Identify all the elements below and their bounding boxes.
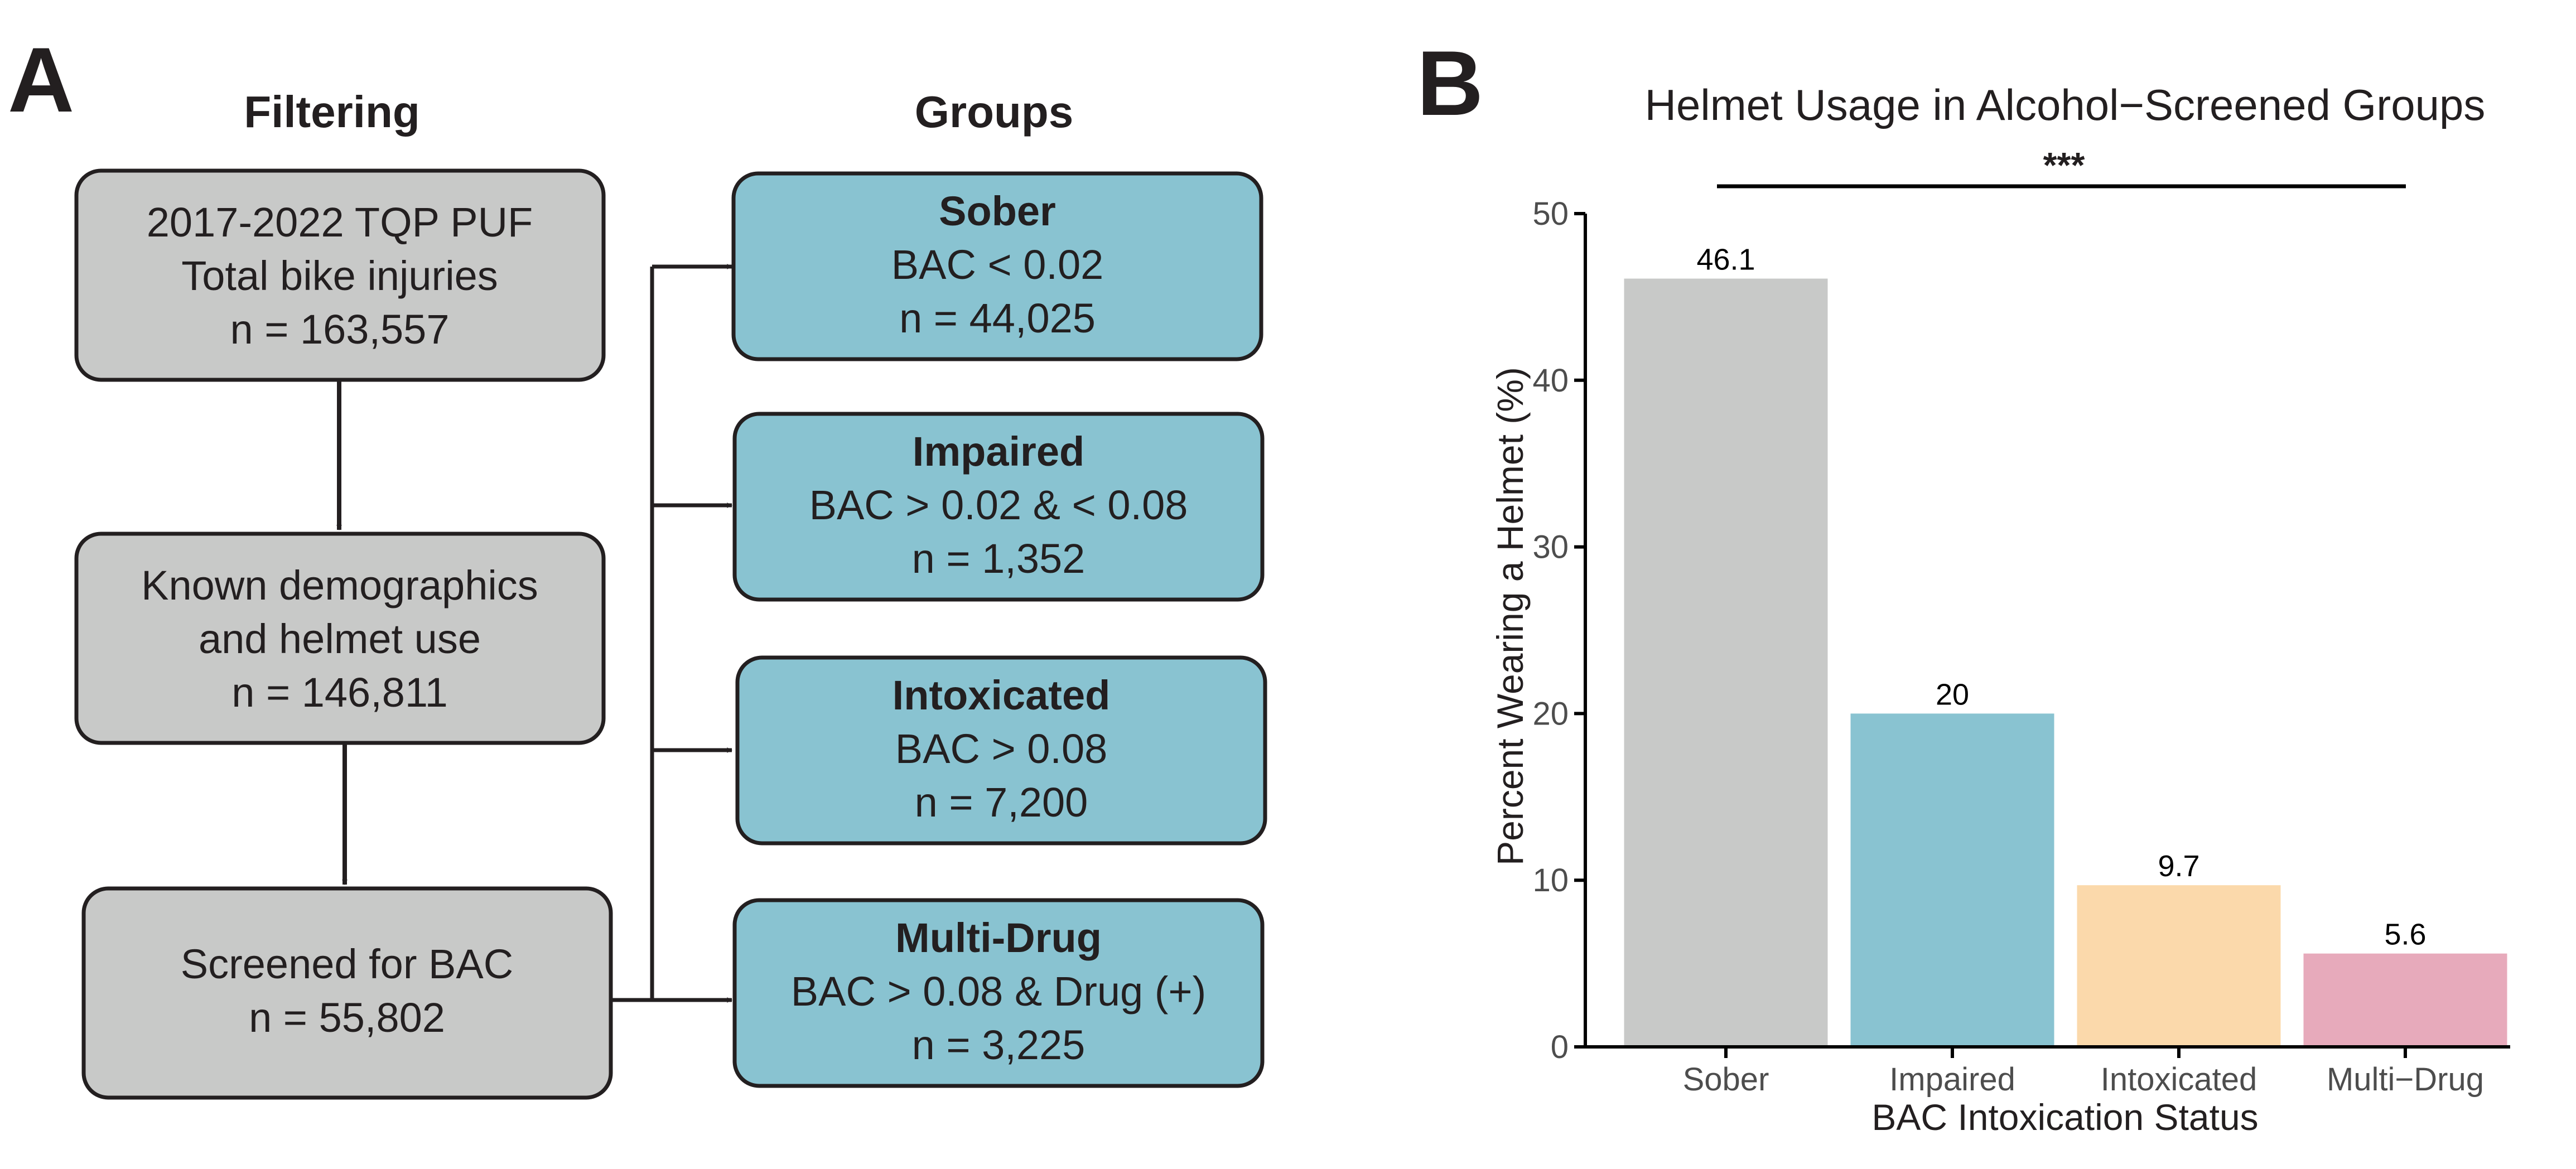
filter-box-total-line2: Total bike injuries xyxy=(181,253,498,299)
x-tick-label-1: Impaired xyxy=(1889,1061,2015,1098)
filter-box-screened xyxy=(81,886,613,1100)
groups-header: Groups xyxy=(915,87,1073,137)
x-tick-label-3: Multi−Drug xyxy=(2327,1061,2484,1098)
group-box-intoxicated-criteria: BAC > 0.08 xyxy=(895,726,1108,772)
bar-value-label-2: 9.7 xyxy=(2158,849,2199,883)
group-box-multidrug-criteria: BAC > 0.08 & Drug (+) xyxy=(791,968,1206,1015)
bar-value-label-0: 46.1 xyxy=(1696,243,1755,277)
x-tick-label-0: Sober xyxy=(1683,1061,1769,1098)
y-tick-label-1: 10 xyxy=(1532,862,1569,899)
group-box-impaired-criteria: BAC > 0.02 & < 0.08 xyxy=(809,482,1188,528)
filter-box-total-line1: 2017-2022 TQP PUF xyxy=(147,199,533,245)
group-box-intoxicated-count: n = 7,200 xyxy=(915,779,1088,825)
bar-2 xyxy=(2077,885,2281,1047)
group-box-impaired-count: n = 1,352 xyxy=(912,535,1086,582)
y-tick-label-5: 50 xyxy=(1532,196,1569,232)
filter-box-screened-line1: Screened for BAC xyxy=(181,941,513,987)
group-box-sober-title: Sober xyxy=(939,188,1056,234)
y-tick-label-4: 40 xyxy=(1532,363,1569,399)
bar-0 xyxy=(1624,278,1828,1047)
bars-group xyxy=(1624,278,2507,1047)
group-box-intoxicated xyxy=(735,655,1267,846)
filtering-header: Filtering xyxy=(244,87,420,137)
group-box-multidrug-title: Multi-Drug xyxy=(895,915,1102,961)
filter-box-known xyxy=(74,532,606,745)
filter-box-known-count: n = 146,811 xyxy=(231,669,448,716)
y-tick-label-3: 30 xyxy=(1532,529,1569,566)
group-box-intoxicated-title: Intoxicated xyxy=(893,672,1111,718)
bar-value-label-3: 5.6 xyxy=(2384,918,2426,951)
y-tick-label-2: 20 xyxy=(1532,695,1569,732)
x-axis-label: BAC Intoxication Status xyxy=(1871,1096,2258,1138)
bar-value-label-1: 20 xyxy=(1936,678,1969,711)
group-box-multidrug xyxy=(732,898,1265,1088)
filter-box-known-line1: Known demographics xyxy=(141,562,538,608)
panel-a-flowchart: A Filtering Groups 2017-2022 TQP PUF Tot… xyxy=(8,28,1267,1100)
filter-box-screened-count: n = 55,802 xyxy=(249,994,445,1041)
significance-stars: *** xyxy=(2043,145,2085,185)
panel-b-chart: B Helmet Usage in Alcohol−Screened Group… xyxy=(1417,32,2510,1138)
group-box-multidrug-count: n = 3,225 xyxy=(912,1022,1086,1068)
group-box-sober-count: n = 44,025 xyxy=(899,295,1096,341)
y-tick-label-0: 0 xyxy=(1551,1029,1569,1065)
group-box-impaired-title: Impaired xyxy=(913,428,1084,475)
panel-b-label: B xyxy=(1417,32,1483,134)
filter-box-known-line2: and helmet use xyxy=(199,616,481,662)
bar-1 xyxy=(1850,713,2054,1047)
bar-3 xyxy=(2303,953,2507,1047)
group-box-sober-criteria: BAC < 0.02 xyxy=(891,241,1104,288)
value-labels-group: 46.1 20 9.7 5.6 xyxy=(1696,243,2426,951)
panel-a-label: A xyxy=(8,28,74,131)
y-axis-ticks: 0 10 20 30 40 50 xyxy=(1532,196,1585,1065)
x-tick-label-2: Intoxicated xyxy=(2101,1061,2257,1098)
x-axis-ticks: Sober Impaired Intoxicated Multi−Drug xyxy=(1683,1047,2484,1098)
filter-box-total xyxy=(74,168,606,382)
y-axis-label: Percent Wearing a Helmet (%) xyxy=(1489,367,1531,866)
chart-title: Helmet Usage in Alcohol−Screened Groups xyxy=(1645,80,2486,129)
group-box-sober xyxy=(731,171,1263,361)
group-box-impaired xyxy=(732,412,1265,602)
filter-box-total-count: n = 163,557 xyxy=(230,306,450,352)
